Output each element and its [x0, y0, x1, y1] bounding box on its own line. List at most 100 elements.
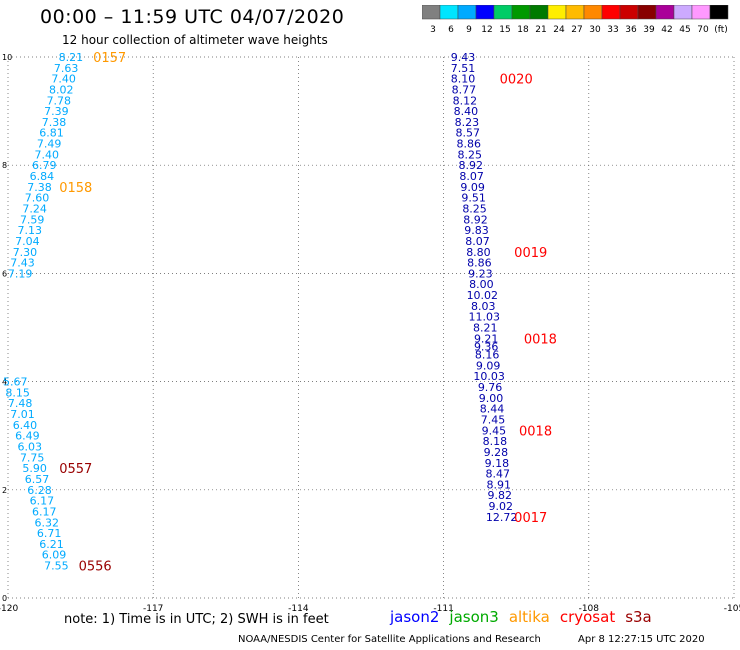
- wave-height-value: 7.45: [481, 413, 506, 426]
- wave-height-value: 8.25: [462, 202, 487, 215]
- wave-height-value: 5.90: [22, 462, 47, 475]
- chart-subtitle: 12 hour collection of altimeter wave hei…: [62, 33, 328, 47]
- pass-time-label: 0158: [59, 181, 92, 196]
- wave-height-value: 7.63: [54, 62, 79, 75]
- wave-height-value: 7.51: [451, 62, 476, 75]
- wave-height-value: 9.45: [482, 424, 507, 437]
- x-tick-label: -111: [433, 604, 453, 614]
- colorbar-label: 9: [466, 25, 472, 35]
- y-tick-label: 0: [2, 594, 7, 603]
- wave-height-value: 6.40: [13, 419, 38, 432]
- wave-height-value: 6.84: [30, 170, 55, 183]
- colorbar-label: 39: [643, 25, 655, 35]
- wave-height-value: 8.92: [463, 213, 488, 226]
- x-tick-label: -114: [288, 604, 309, 614]
- colorbar-label: 3: [430, 25, 436, 35]
- wave-height-value: 9.51: [461, 192, 486, 205]
- wave-height-value: 8.77: [452, 83, 477, 96]
- footer-credit: NOAA/NESDIS Center for Satellite Applica…: [238, 634, 541, 645]
- colorbar-label: 24: [553, 25, 565, 35]
- wave-height-value: 9.23: [468, 267, 493, 280]
- colorbar-label: 42: [661, 25, 672, 35]
- wave-height-value: 9.83: [464, 224, 489, 237]
- wave-height-value: 8.07: [459, 170, 484, 183]
- wave-height-value: 10.03: [473, 370, 505, 383]
- colorbar-label: 12: [481, 25, 492, 35]
- y-tick-label: 10: [2, 53, 12, 62]
- wave-height-value: 9.36: [474, 340, 499, 353]
- wave-height-value: 8.47: [486, 468, 511, 481]
- x-tick-label: -120: [0, 604, 18, 614]
- note-text: note: 1) Time is in UTC; 2) SWH is in fe…: [64, 612, 329, 627]
- colorbar-label: 30: [589, 25, 601, 35]
- wave-height-value: 6.17: [32, 505, 57, 518]
- wave-height-value: 9.82: [487, 489, 512, 502]
- wave-height-value: 7.75: [20, 451, 45, 464]
- satellite-legend: jason2 jason3 altika cryosat s3a: [390, 608, 662, 626]
- wave-height-value: 7.01: [10, 408, 35, 421]
- wave-height-value: 8.10: [451, 73, 476, 86]
- wave-height-value: 6.81: [39, 127, 64, 140]
- wave-height-value: 6.32: [34, 516, 59, 529]
- wave-height-value: 7.59: [20, 213, 45, 226]
- legend-item-s3a: s3a: [625, 608, 652, 626]
- wave-height-value: 9.09: [460, 181, 485, 194]
- legend-item-altika: altika: [508, 608, 550, 626]
- wave-height-value: 8.86: [457, 138, 482, 151]
- x-tick-label: -117: [143, 604, 163, 614]
- colorbar-label: 21: [535, 25, 546, 35]
- wave-height-value: 8.23: [455, 116, 480, 129]
- legend-item-cryosat: cryosat: [559, 608, 616, 626]
- colorbar-swatch: [709, 5, 729, 20]
- wave-height-value: 7.49: [37, 138, 62, 151]
- wave-height-value: 8.86: [467, 257, 492, 270]
- pass-time-label: 0020: [500, 73, 533, 88]
- wave-height-value: 8.80: [466, 246, 491, 259]
- pass-time-label: 0019: [514, 246, 547, 261]
- wave-height-value: 6.28: [27, 484, 52, 497]
- wave-height-value: 8.44: [480, 403, 505, 416]
- wave-height-value: 7.30: [13, 246, 38, 259]
- wave-height-value: 6.03: [18, 441, 43, 454]
- legend-item-jason2: jason2: [390, 608, 440, 626]
- colorbar-label: 18: [517, 25, 529, 35]
- wave-height-value: 9.18: [485, 457, 510, 470]
- wave-height-value: 12.72: [486, 511, 518, 524]
- wave-height-value: 8.57: [456, 127, 481, 140]
- wave-height-value: 6.21: [39, 538, 64, 551]
- wave-height-value: 8.12: [453, 94, 478, 107]
- wave-height-value: 8.03: [471, 300, 496, 313]
- colorbar-label: 33: [607, 25, 618, 35]
- colorbar-label: 70: [697, 25, 709, 35]
- wave-height-value: 7.19: [8, 267, 33, 280]
- wave-height-value: 9.02: [488, 500, 513, 513]
- wave-height-value: 8.21: [473, 322, 498, 335]
- wave-height-value: 9.21: [474, 332, 499, 345]
- colorbar-label: 15: [499, 25, 510, 35]
- wave-height-value: 7.40: [34, 148, 59, 161]
- wave-height-value: 9.28: [484, 446, 509, 459]
- y-tick-label: 4: [2, 378, 7, 387]
- wave-height-value: 8.00: [469, 278, 494, 291]
- wave-height-value: 7.43: [10, 257, 35, 270]
- colorbar-label: 45: [679, 25, 690, 35]
- pass-time-label: 0556: [79, 560, 112, 575]
- pass-time-label: 0017: [514, 511, 547, 526]
- x-tick-label: -105: [724, 604, 740, 614]
- wave-height-value: 8.92: [458, 159, 483, 172]
- wave-height-value: 7.78: [47, 94, 72, 107]
- colorbar-label: 36: [625, 25, 637, 35]
- legend-item-jason3: jason3: [449, 608, 499, 626]
- wave-height-value: 11.03: [469, 311, 501, 324]
- wave-height-value: 8.18: [483, 435, 508, 448]
- wave-height-value: 6.49: [15, 430, 40, 443]
- wave-height-value: 6.17: [30, 495, 55, 508]
- wave-height-value: 7.60: [25, 192, 50, 205]
- y-tick-label: 2: [2, 486, 7, 495]
- wave-height-value: 8.91: [487, 478, 512, 491]
- wave-height-value: 8.40: [454, 105, 479, 118]
- wave-height-value: 6.71: [37, 527, 62, 540]
- wave-height-value: 8.25: [457, 148, 482, 161]
- wave-height-value: 8.02: [49, 83, 74, 96]
